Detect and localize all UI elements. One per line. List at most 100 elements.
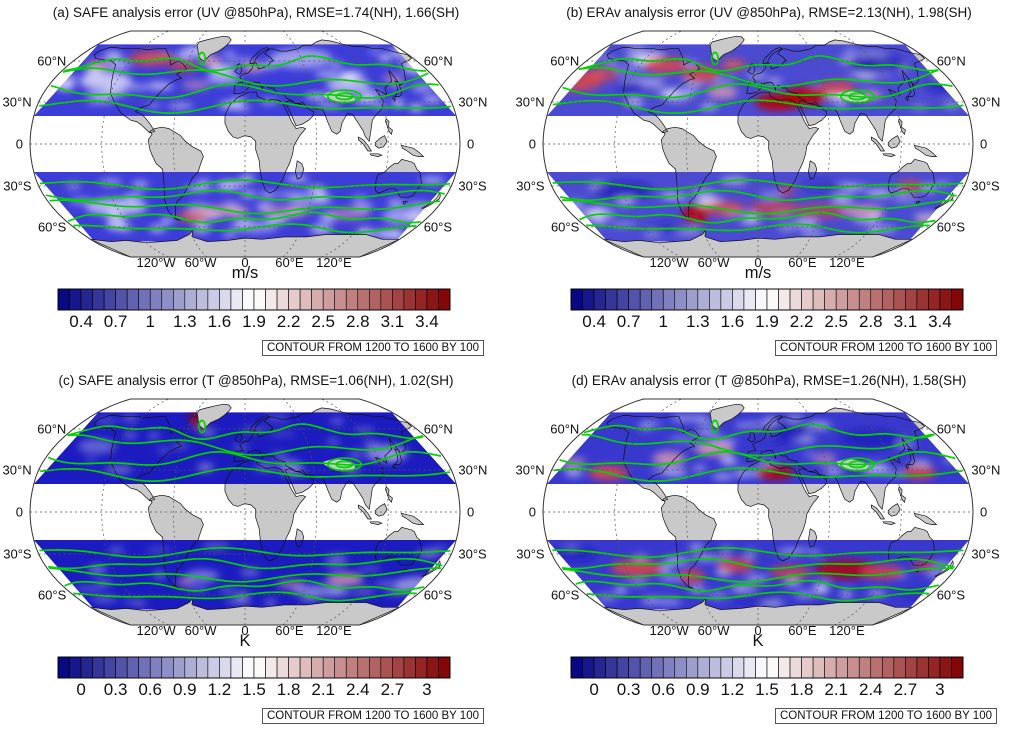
colorbar — [570, 288, 964, 311]
lat-label-left: 60°N — [550, 53, 579, 68]
colorbar-cell — [905, 656, 918, 679]
colorbar-tick-label: 0.3 — [103, 680, 128, 699]
lon-label: 0 — [241, 623, 248, 638]
lat-label-right: 60°S — [424, 588, 453, 603]
colorbar-cell — [276, 288, 289, 311]
colorbar-cell — [743, 656, 756, 679]
colorbar-cell — [639, 656, 653, 679]
colorbar-cell — [149, 656, 163, 679]
lat-label-left: 0 — [16, 137, 23, 152]
panel-title: (d) ERAv analysis error (T @850hPa), RMS… — [571, 373, 967, 388]
colorbar-tick-label: 2.4 — [858, 680, 883, 699]
colorbar-tick-label: 0.3 — [616, 680, 641, 699]
colorbar-cell — [438, 288, 451, 311]
colorbar-cell — [253, 656, 266, 679]
colorbar-cell — [299, 288, 312, 311]
colorbar-cell — [80, 288, 93, 311]
colorbar-cell — [720, 656, 733, 679]
colorbar-cell — [628, 288, 641, 311]
colorbar — [57, 656, 451, 679]
colorbar-tick-label: 0.9 — [685, 680, 710, 699]
colorbar-cell — [242, 288, 255, 311]
lat-label-right: 0 — [980, 505, 987, 520]
world-map: 60°N 60°N 30°N 30°N 0 0 30°S 30°S 60°S 60°S 120°W 6… — [516, 398, 1000, 638]
coastlines — [90, 35, 441, 257]
panel-title: (b) ERAv analysis error (UV @850hPa), RM… — [566, 5, 972, 20]
colorbar-cell — [939, 288, 952, 311]
lon-label: 120°E — [829, 255, 865, 270]
colorbar-cell — [161, 288, 174, 311]
world-map: 60°N 60°N 30°N 30°N 0 0 30°S 30°S 60°S 60°S 120°W 6… — [3, 30, 487, 270]
colorbar-cell — [403, 288, 416, 311]
colorbar-cell — [357, 288, 370, 311]
colorbar-cell — [905, 288, 918, 311]
colorbar-ticks: 0 0.3 0.6 0.9 1.2 1.5 1.8 2.1 2.4 2.7 3 — [58, 680, 450, 702]
colorbar-cell — [265, 288, 278, 311]
colorbar-tick-label: 3.4 — [415, 312, 439, 331]
lat-label-left: 0 — [529, 505, 536, 520]
colorbar-cell — [755, 288, 768, 311]
lat-label-left: 60°S — [38, 588, 67, 603]
colorbar-cell — [415, 288, 428, 311]
colorbar-tick-label: 2.2 — [789, 312, 814, 331]
colorbar-cell — [743, 288, 756, 311]
lon-label: 60°W — [698, 623, 731, 638]
colorbar-cell — [674, 656, 687, 679]
lon-label: 120°W — [650, 255, 690, 270]
lat-label-right: 30°N — [971, 94, 1000, 109]
colorbar-tick-label: 2.2 — [276, 312, 301, 331]
world-map: 60°N 60°N 30°N 30°N 0 0 30°S 30°S 60°S 60°S 120°W 6… — [3, 398, 487, 638]
colorbar-cell — [685, 656, 699, 679]
lat-label-right: 0 — [467, 505, 474, 520]
colorbar-cell — [570, 288, 583, 311]
colorbar-tick-label: 3 — [422, 680, 432, 699]
lat-label-left: 60°S — [551, 220, 580, 235]
map-content — [30, 399, 460, 625]
lon-label: 120°E — [316, 623, 352, 638]
lat-label-left: 60°N — [37, 53, 66, 68]
colorbar-tick-label: 0.6 — [138, 680, 163, 699]
colorbar-cell — [674, 288, 687, 311]
graticule — [30, 31, 460, 257]
colorbar-cell — [299, 656, 312, 679]
lat-label-left: 30°N — [516, 94, 545, 109]
lat-label-right: 30°S — [458, 179, 487, 194]
colorbar-cell — [685, 288, 699, 311]
colorbar-tick-label: 1 — [658, 312, 668, 331]
colorbar-tick-label: 2.5 — [824, 312, 849, 331]
colorbar-cell — [115, 656, 128, 679]
colorbar-cell — [92, 656, 105, 679]
colorbar-cell — [368, 288, 382, 311]
colorbar-tick-label: 1.5 — [242, 680, 266, 699]
colorbar-tick-label: 1.2 — [207, 680, 232, 699]
colorbar-cell — [138, 288, 151, 311]
colorbar-cell — [858, 656, 872, 679]
colorbar-cell — [322, 656, 336, 679]
colorbar-tick-label: 1 — [145, 312, 155, 331]
colorbar-cell — [605, 288, 618, 311]
contour-note: CONTOUR FROM 1200 TO 1600 BY 100 — [775, 340, 997, 356]
lat-label-left: 30°N — [516, 462, 545, 477]
colorbar-cell — [778, 288, 791, 311]
lat-label-right: 60°S — [937, 588, 966, 603]
lat-label-right: 60°N — [937, 421, 966, 436]
lat-label-left: 60°S — [38, 220, 67, 235]
colorbar-cell — [789, 288, 802, 311]
graticule — [543, 399, 973, 625]
colorbar-tick-label: 1.3 — [172, 312, 197, 331]
lat-label-left: 30°S — [3, 547, 32, 562]
colorbar-tick-label: 3.4 — [928, 312, 952, 331]
colorbar-cell — [582, 656, 595, 679]
map-outline — [542, 398, 974, 626]
colorbar-cell — [345, 656, 359, 679]
colorbar-cell — [253, 288, 266, 311]
colorbar — [57, 288, 451, 311]
colorbar-tick-label: 2.1 — [311, 680, 336, 699]
colorbar-cell — [103, 656, 116, 679]
panel-title: (c) SAFE analysis error (T @850hPa), RMS… — [58, 373, 454, 388]
lon-label: 0 — [241, 255, 248, 270]
colorbar-cell — [835, 656, 849, 679]
colorbar-cell — [812, 288, 825, 311]
colorbar-cell — [57, 288, 70, 311]
